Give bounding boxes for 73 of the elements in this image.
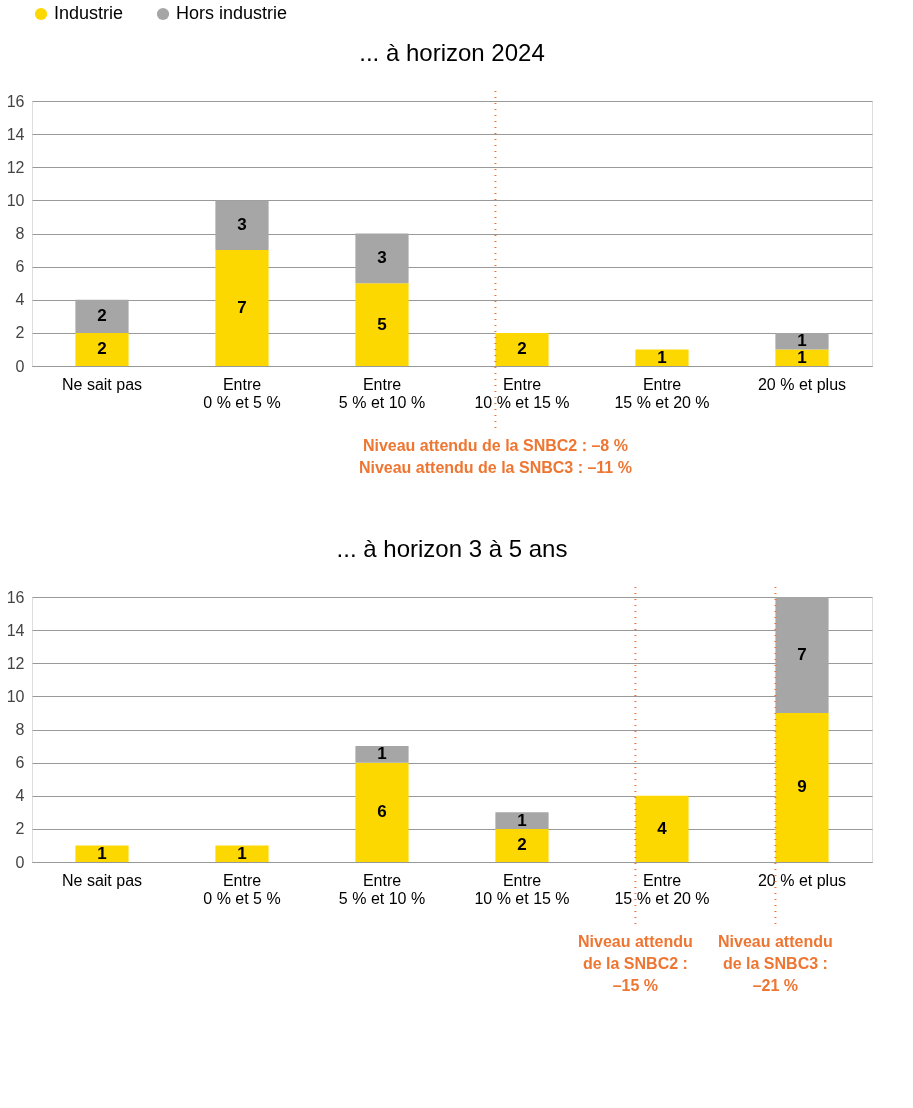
data-label: 1 [237,843,247,863]
y-tick-label: 10 [6,687,25,705]
y-tick-label: 14 [6,621,25,639]
chart-title: ... à horizon 3 à 5 ans [336,535,568,562]
bar [775,597,829,713]
data-label: 1 [97,843,107,863]
bar [75,332,129,366]
y-tick-label: 14 [6,125,25,143]
y-tick-label: 2 [15,324,25,342]
data-label: 1 [657,347,667,367]
bar [355,283,409,366]
x-tick-label: Ne sait pas [61,375,143,393]
data-label: 7 [237,298,247,318]
data-label: 2 [97,306,107,326]
x-tick-label: 20 % et plus [757,375,847,393]
bar [215,200,269,251]
bar [75,299,129,333]
bar [495,812,549,829]
data-label: 2 [517,339,527,359]
x-tick-label: Entre 10 % et 15 % [474,871,570,907]
bar [635,795,689,862]
data-label: 1 [517,810,527,830]
data-label: 7 [797,644,807,664]
data-label: 3 [237,215,247,235]
bar [495,332,549,366]
x-tick-label: Entre 10 % et 15 % [474,375,570,411]
y-tick-label: 6 [15,754,25,772]
data-label: 2 [97,339,107,359]
y-tick-label: 8 [15,225,25,242]
ref-line-label: Niveau attendu de la SNBC2 : –8 % Niveau attendu de la SNBC3 : –11 % [358,437,632,476]
data-label: 9 [797,777,807,797]
x-tick-label: Entre 5 % et 10 % [338,375,426,411]
x-tick-label: Entre 5 % et 10 % [338,871,426,907]
bar [215,250,269,366]
bar [775,349,829,366]
x-tick-label: Entre 0 % et 5 % [203,375,281,411]
y-tick-label: 4 [15,787,25,805]
x-tick-label: 20 % et plus [757,871,847,889]
bar [75,845,129,862]
y-tick-label: 12 [6,654,25,672]
bar [215,845,269,862]
data-label: 2 [517,835,527,855]
y-tick-label: 2 [15,820,25,838]
data-label: 6 [377,802,387,822]
y-tick-label: 16 [6,588,25,606]
ref-line-label: Niveau attendu de la SNBC3 : –21 % [718,933,833,994]
y-tick-label: 0 [15,853,25,871]
x-tick-label: Entre 15 % et 20 % [614,375,710,411]
data-label: 5 [377,314,387,334]
y-tick-label: 8 [15,721,25,738]
bar [775,712,829,862]
bar [355,233,409,284]
bar [775,332,829,350]
bar [355,746,409,763]
bar [495,828,549,862]
bar [635,349,689,366]
chart-title: ... à horizon 2024 [359,39,545,66]
bar [355,762,409,862]
x-tick-label: Entre 0 % et 5 % [203,871,281,907]
data-label: 4 [657,818,668,838]
y-tick-label: 4 [15,291,25,309]
x-tick-label: Entre 15 % et 20 % [614,871,710,907]
x-tick-label: Ne sait pas [61,871,143,889]
data-label: 1 [377,744,387,764]
legend-label: Hors industrie [176,3,288,23]
y-tick-label: 16 [6,92,25,110]
data-label: 3 [377,248,387,268]
y-tick-label: 6 [15,258,25,276]
legend-label: Industrie [54,3,124,23]
y-tick-label: 0 [15,357,25,375]
y-tick-label: 10 [6,191,25,209]
ref-line-label: Niveau attendu de la SNBC2 : –15 % [578,933,693,994]
y-tick-label: 12 [6,158,25,176]
